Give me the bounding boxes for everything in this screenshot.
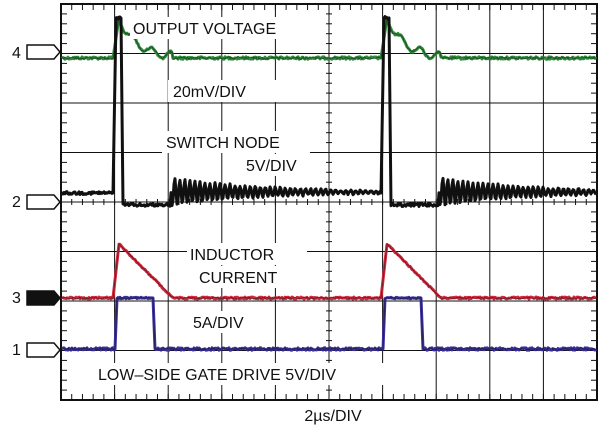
- channel-2-arrow: [26, 194, 61, 210]
- trace-inductor-current-edge: [61, 242, 597, 300]
- switch-node-title-bg: [162, 131, 310, 153]
- output-voltage-scale-bg: [168, 80, 280, 102]
- switch-node-scale-bg: [244, 154, 310, 176]
- trace-output-voltage-edge: [61, 16, 597, 61]
- channel-4-arrow: [26, 44, 61, 60]
- inductor-title-2: CURRENT: [199, 270, 277, 287]
- inductor-scale-bg: [190, 311, 268, 333]
- channel-3-arrow: [26, 290, 61, 306]
- channel-1-marker: 1: [12, 342, 61, 359]
- channel-2-marker: 2: [12, 194, 61, 211]
- channel-1-arrow: [26, 342, 61, 358]
- plot-grid: [60, 3, 598, 401]
- channel-3-label: 3: [12, 290, 21, 307]
- annotations: OUTPUT VOLTAGE 20mV/DIV SWITCH NODE 5V/D…: [92, 17, 414, 385]
- channel-1-label: 1: [12, 342, 21, 359]
- trace-switch-node-edge: [61, 16, 597, 209]
- channel-4-marker: 4: [12, 44, 61, 62]
- inductor-scale: 5A/DIV: [193, 315, 244, 332]
- switch-node-title: SWITCH NODE: [166, 135, 280, 152]
- x-axis-label: 2µs/DIV: [304, 408, 362, 425]
- channel-4-label: 4: [12, 45, 21, 62]
- output-voltage-title-bg: [130, 17, 298, 39]
- trace-gate-drive-edge: [61, 296, 596, 352]
- traces: [60, 15, 598, 352]
- channel-markers: 4 2 3 1: [12, 44, 61, 359]
- switch-node-scale: 5V/DIV: [246, 158, 297, 175]
- channel-3-marker: 3: [12, 290, 61, 307]
- inductor-title-2-bg: [196, 266, 302, 288]
- output-voltage-title: OUTPUT VOLTAGE: [133, 21, 276, 38]
- gate-drive-label-bg: [92, 363, 414, 385]
- gate-drive-label: LOW–SIDE GATE DRIVE 5V/DIV: [98, 367, 336, 384]
- inductor-title-1-bg: [187, 243, 307, 265]
- channel-2-label: 2: [12, 194, 21, 211]
- output-voltage-scale: 20mV/DIV: [173, 84, 246, 101]
- inductor-title-1: INDUCTOR: [190, 247, 274, 264]
